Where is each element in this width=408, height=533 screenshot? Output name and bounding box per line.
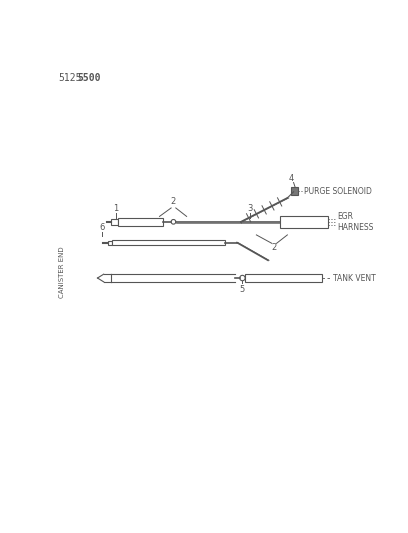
Text: 2: 2 bbox=[272, 244, 277, 252]
Text: CANISTER END: CANISTER END bbox=[59, 246, 65, 297]
Text: EGR
HARNESS: EGR HARNESS bbox=[337, 212, 373, 231]
Bar bbox=[245, 274, 322, 282]
Bar bbox=[112, 240, 224, 245]
Text: 3: 3 bbox=[248, 204, 253, 213]
Bar bbox=[291, 187, 298, 195]
Text: 5125: 5125 bbox=[59, 73, 82, 83]
Circle shape bbox=[171, 220, 176, 224]
Bar bbox=[108, 241, 112, 245]
Text: TANK VENT: TANK VENT bbox=[333, 273, 376, 282]
Text: 5500: 5500 bbox=[78, 73, 101, 83]
Text: 6: 6 bbox=[100, 223, 105, 232]
Text: 5: 5 bbox=[240, 285, 245, 294]
Text: 2: 2 bbox=[171, 197, 176, 206]
Bar bbox=[111, 219, 118, 224]
Text: PURGE SOLENOID: PURGE SOLENOID bbox=[304, 187, 372, 196]
Bar bbox=[279, 216, 328, 228]
Bar bbox=[118, 218, 163, 225]
Circle shape bbox=[240, 276, 245, 281]
Text: 1: 1 bbox=[113, 204, 119, 213]
Text: 4: 4 bbox=[288, 174, 294, 182]
